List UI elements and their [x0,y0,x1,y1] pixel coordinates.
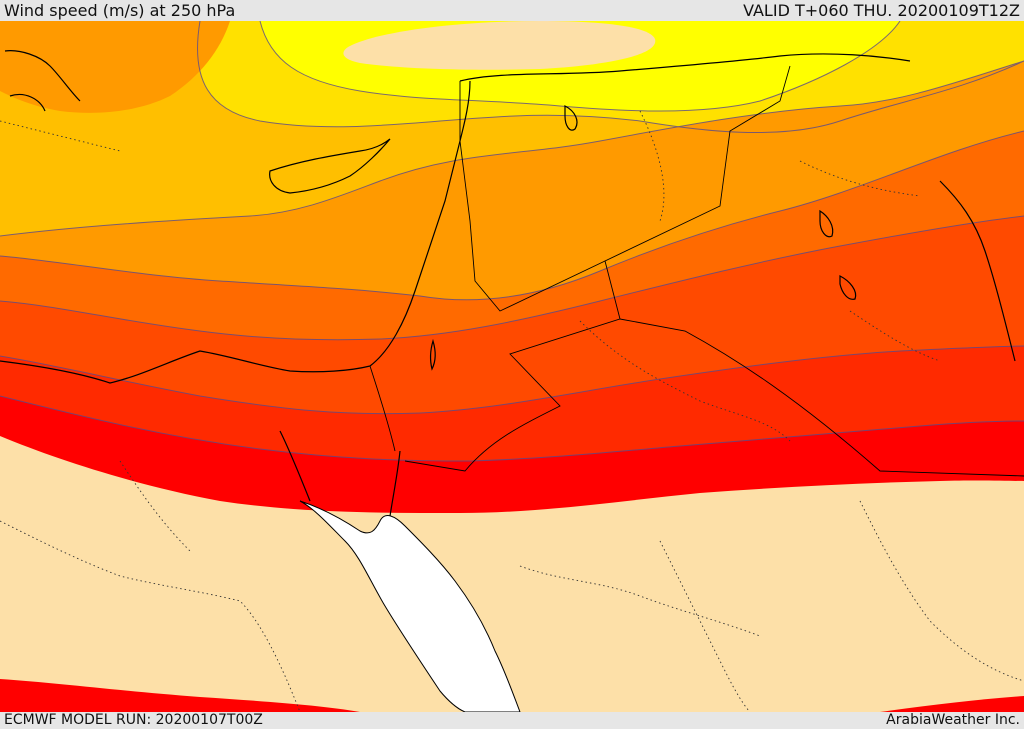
credit: ArabiaWeather Inc. [886,712,1020,728]
borders [369,65,1024,477]
red-sea [299,500,521,712]
map-title: Wind speed (m/s) at 250 hPa [4,1,236,20]
coastlines [0,50,1016,517]
internal-boundaries [0,110,1024,712]
band-peach-north [343,21,656,70]
valid-time: VALID T+060 THU. 20200109T12Z [743,1,1020,20]
header-bar: Wind speed (m/s) at 250 hPa VALID T+060 … [0,0,1024,21]
model-run: ECMWF MODEL RUN: 20200107T00Z [4,712,263,728]
wind-speed-map [0,21,1024,712]
band-orange-nw [0,21,230,113]
band-red-sw [0,679,360,712]
band-peach-south [0,436,1024,712]
contour-lines [0,21,1024,462]
band-red-se [880,696,1024,712]
footer-bar: ECMWF MODEL RUN: 20200107T00Z ArabiaWeat… [0,712,1024,729]
